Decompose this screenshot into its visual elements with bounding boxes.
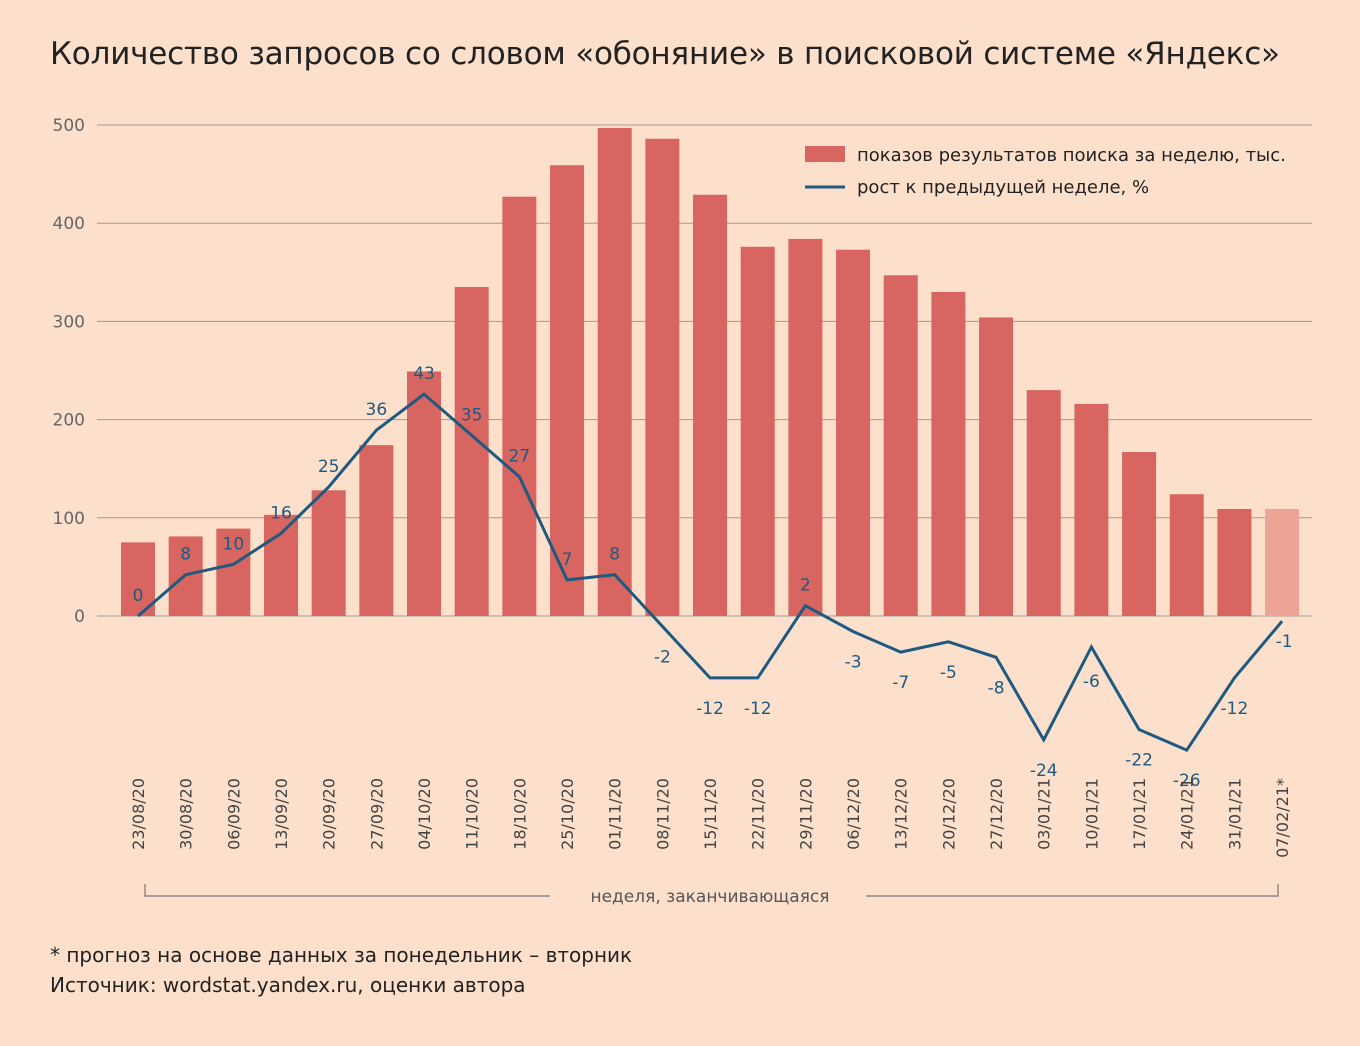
legend-line-label: рост к предыдущей неделе, % [857,177,1149,198]
line-data-label: -6 [1083,672,1100,692]
x-tick-label: 30/08/20 [177,778,196,850]
line-data-label: -12 [744,699,772,719]
source: Источник: wordstat.yandex.ru, оценки авт… [50,973,526,997]
bar [311,490,346,616]
legend-bar-label: показов результатов поиска за неделю, ты… [857,145,1286,166]
x-tick-label: 08/11/20 [653,778,672,850]
y-tick-label: 0 [74,607,85,627]
x-tick-label: 31/01/21 [1225,778,1244,850]
line-data-label: -7 [892,673,909,693]
bar [740,246,775,616]
x-tick-label: 20/09/20 [320,778,339,850]
bar [121,542,155,616]
x-tick-label: 25/10/20 [558,778,577,850]
x-tick-label: 23/08/20 [129,778,148,850]
line-data-label: -24 [1030,761,1058,781]
x-tick-label: 27/12/20 [987,778,1006,850]
line-data-label: 8 [180,545,191,565]
bar [407,371,442,616]
y-tick-label: 200 [53,411,85,431]
line-data-label: 36 [366,400,388,420]
bar [216,528,251,616]
bracket-right [866,884,1279,897]
x-tick-label: 22/11/20 [749,778,768,850]
bar [693,194,728,617]
x-tick-label: 15/11/20 [701,778,720,850]
bar [1074,403,1109,616]
x-tick-label: 06/12/20 [844,778,863,850]
bar [1026,390,1061,616]
line-data-label: 2 [800,576,811,596]
line-data-label: -2 [654,647,671,667]
x-tick-label: 11/10/20 [463,778,482,850]
x-tick-label: 17/01/21 [1130,778,1149,850]
x-tick-label: 07/02/21* [1273,778,1292,858]
x-tick-label: 27/09/20 [367,778,386,850]
line-data-label: -5 [940,663,957,683]
footnote-block: * прогноз на основе данных за понедельни… [50,940,632,1000]
line-data-label: -1 [1276,632,1293,652]
x-axis-bracket: неделя, заканчивающаяся [144,884,1279,907]
line-data-label: 25 [318,457,340,477]
x-axis-label: неделя, заканчивающаяся [590,887,829,907]
x-tick-label: 24/01/21 [1178,778,1197,850]
y-tick-label: 300 [53,312,85,332]
line-data-label: -12 [1221,699,1249,719]
line-data-label: 16 [270,503,292,523]
line-data-label: -3 [845,652,862,672]
legend-bar-swatch [805,146,845,162]
bar [550,165,585,616]
y-tick-label: 500 [53,116,85,136]
y-tick-label: 100 [53,509,85,529]
x-tick-label: 13/09/20 [272,778,291,850]
line-data-label: 27 [509,447,531,467]
y-tick-label: 400 [53,214,85,234]
bar [502,196,537,616]
bar [1217,508,1252,616]
x-tick-label: 18/10/20 [510,778,529,850]
bar [979,317,1014,616]
line-data-label: -8 [988,678,1005,698]
line-data-label: -12 [696,699,724,719]
line-data-label: 0 [133,586,144,606]
line-data-label: -26 [1173,771,1201,791]
bar [645,138,680,617]
bar [1265,508,1300,616]
line-data-label: 43 [413,364,435,384]
growth-line [137,392,1284,753]
line-data-label: 8 [609,545,620,565]
x-tick-label: 03/01/21 [1035,778,1054,850]
footnote: * прогноз на основе данных за понедельни… [50,943,633,967]
line-data-label: 10 [223,534,245,554]
line-data-label: -22 [1125,751,1153,771]
x-tick-label: 13/12/20 [892,778,911,850]
legend: показов результатов поиска за неделю, ты… [805,145,1286,198]
y-axis: 0 100 200 300 400 500 [53,116,85,627]
x-axis: 23/08/20 30/08/20 06/09/20 13/09/20 20/09/20… [129,778,1292,858]
line-series [137,392,1284,753]
line-data-label: 35 [461,405,483,425]
line-data-label: 7 [562,550,573,570]
bar [454,287,489,616]
bar [597,127,632,617]
bar [836,249,871,617]
bar [883,275,918,616]
bar [1122,452,1157,616]
bar-series [121,127,1300,617]
bar [1169,494,1204,616]
x-tick-label: 20/12/20 [939,778,958,850]
x-tick-label: 10/01/21 [1082,778,1101,850]
x-tick-label: 06/09/20 [224,778,243,850]
chart-title: Количество запросов со словом «обоняние»… [50,36,1280,72]
bar [788,238,823,617]
bar [931,291,966,616]
bracket-left [144,884,550,897]
line-data-labels: 0 8 10 16 25 36 43 35 27 7 8 -2 -12 -12 2 -3 -7 -5 -8 -24 -6… [133,364,1293,791]
bar [359,445,394,616]
bar [264,514,299,616]
x-tick-label: 01/11/20 [606,778,625,850]
x-tick-label: 04/10/20 [415,778,434,850]
x-tick-label: 29/11/20 [796,778,815,850]
